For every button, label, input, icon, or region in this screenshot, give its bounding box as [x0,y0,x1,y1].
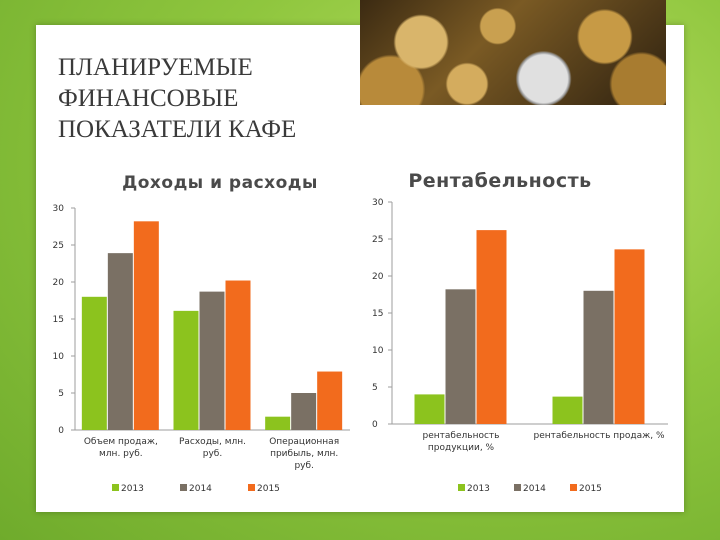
y-tick-label: 30 [372,198,384,208]
y-tick-label: 15 [372,309,383,319]
y-tick-label: 30 [53,204,65,214]
legend-swatch-2015 [248,484,255,491]
bar-2014 [107,253,133,430]
x-category-label: Операционная [269,437,339,447]
bar-2014 [291,393,317,430]
legend-label-2015: 2015 [257,484,280,494]
bar-2013 [414,394,445,424]
bar-2013 [552,396,583,424]
bar-2015 [476,230,507,424]
legend-label-2014: 2014 [523,484,546,494]
x-category-label: руб. [294,461,313,471]
legend-label-2015: 2015 [579,484,602,494]
legend-label-2014: 2014 [189,484,212,494]
y-tick-label: 20 [53,278,65,288]
bar-2015 [133,221,159,430]
bar-2014 [583,290,614,424]
legend-swatch-2014 [514,484,521,491]
legend-swatch-2014 [180,484,187,491]
bar-2014 [445,289,476,424]
coins-photo [360,0,666,105]
bar-2013 [81,296,107,430]
legend-swatch-2013 [458,484,465,491]
y-tick-label: 0 [58,426,64,436]
legend-label-2013: 2013 [467,484,490,494]
y-tick-label: 10 [372,346,384,356]
y-tick-label: 25 [372,235,383,245]
bar-2015 [614,249,645,424]
y-tick-label: 10 [53,352,65,362]
legend-label-2013: 2013 [121,484,144,494]
x-category-label: рентабельность продаж, % [533,431,664,441]
legend-swatch-2013 [112,484,119,491]
x-category-label: рентабельность [423,431,500,441]
bar-2015 [317,371,343,430]
y-tick-label: 5 [58,389,64,399]
chart-title: Рентабельность [408,170,591,192]
y-tick-label: 15 [53,315,64,325]
x-category-label: Расходы, млн. [179,437,246,447]
x-category-label: продукции, % [428,443,495,453]
bar-2015 [225,280,251,430]
x-category-label: руб. [203,449,222,459]
bar-2013 [173,310,199,430]
y-tick-label: 5 [372,383,378,393]
bar-2013 [265,416,291,430]
y-tick-label: 0 [372,420,378,430]
page-title: ПЛАНИРУЕМЫЕ ФИНАНСОВЫЕ ПОКАЗАТЕЛИ КАФЕ [58,54,297,143]
x-category-label: млн. руб. [99,449,143,459]
y-tick-label: 25 [53,241,64,251]
bar-2014 [199,291,225,430]
x-category-label: Объем продаж, [84,437,158,447]
legend-swatch-2015 [570,484,577,491]
y-tick-label: 20 [372,272,384,282]
chart-title: Доходы и расходы [122,173,318,193]
x-category-label: прибыль, млн. [270,449,338,459]
